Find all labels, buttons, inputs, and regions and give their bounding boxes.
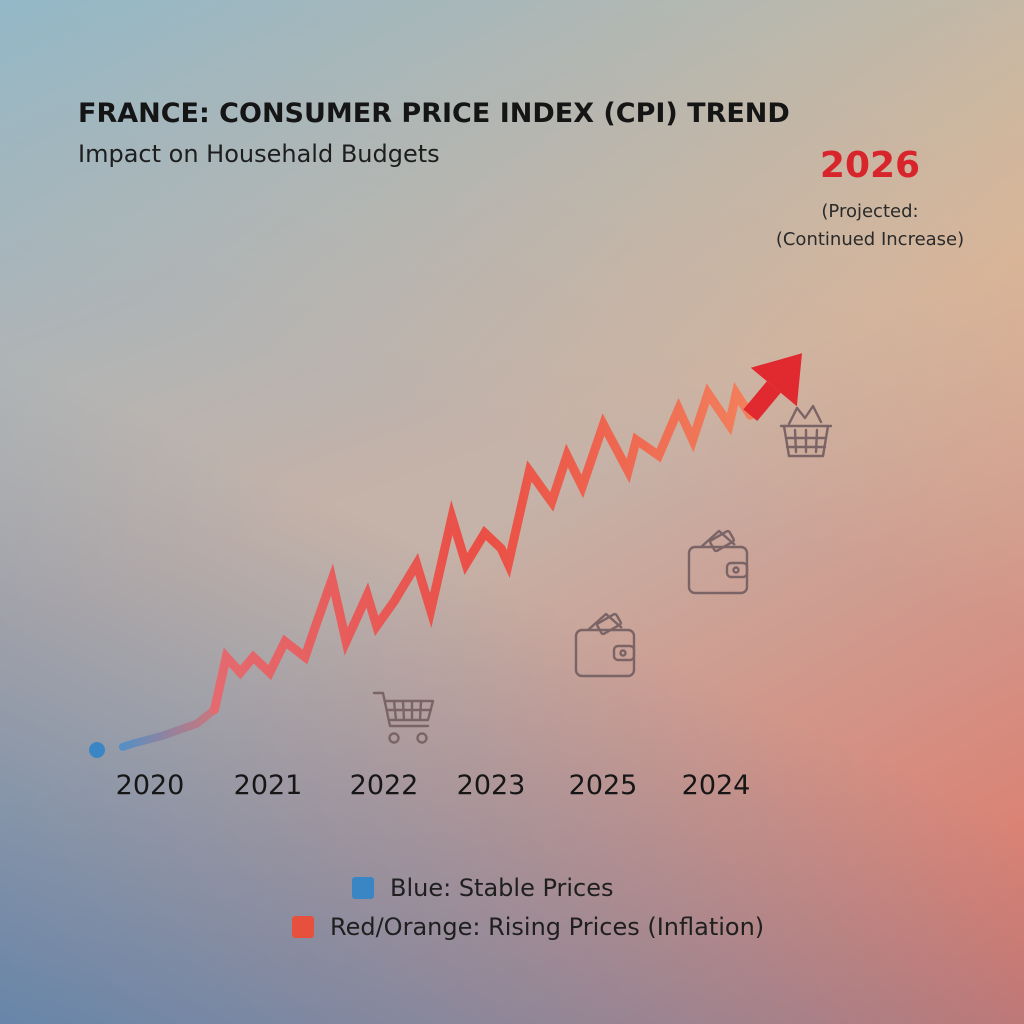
chart-subtitle: Impact on Househald Budgets — [78, 140, 440, 168]
projection-note-line-1: (Projected: — [821, 201, 919, 222]
legend-swatch-stable — [352, 877, 374, 899]
shopping-cart-icon — [372, 691, 435, 744]
series-line-rising-prices — [210, 382, 755, 715]
x-tick-label-2023: 2023 — [457, 770, 526, 801]
legend-label-stable: Blue: Stable Prices — [390, 874, 614, 902]
x-tick-label-2021: 2021 — [234, 770, 303, 801]
legend-item-stable: Blue: Stable Prices — [352, 874, 614, 902]
legend-swatch-rising — [292, 916, 314, 938]
series-layer — [89, 382, 755, 758]
x-tick-label-2022: 2022 — [350, 770, 419, 801]
wallet-icon — [574, 612, 636, 678]
series-line-stable-prices — [118, 705, 219, 751]
chart-title: FRANCE: CONSUMER PRICE INDEX (CPI) TREND — [78, 98, 790, 129]
wallet-icon — [687, 529, 749, 595]
legend-label-rising: Red/Orange: Rising Prices (Inflation) — [330, 913, 765, 941]
projection-layer — [743, 353, 802, 421]
x-tick-label-2024: 2024 — [682, 770, 751, 801]
x-tick-label-2020: 2020 — [116, 770, 185, 801]
projection-note-line-2: (Continued Increase) — [775, 229, 965, 250]
legend-item-rising: Red/Orange: Rising Prices (Inflation) — [292, 913, 764, 941]
x-tick-label-2025: 2025 — [569, 770, 638, 801]
projection-arrow-head — [750, 353, 802, 407]
shopping-basket-icon — [779, 404, 833, 458]
projection-year-label: 2026 — [819, 145, 921, 186]
projection-note: (Projected: (Continued Increase) — [740, 198, 1000, 254]
x-axis-ticks: 2020 2021 2022 2023 2025 2024 — [116, 770, 751, 801]
series-start-point — [89, 742, 105, 758]
projection-arrow-shaft — [743, 381, 781, 421]
